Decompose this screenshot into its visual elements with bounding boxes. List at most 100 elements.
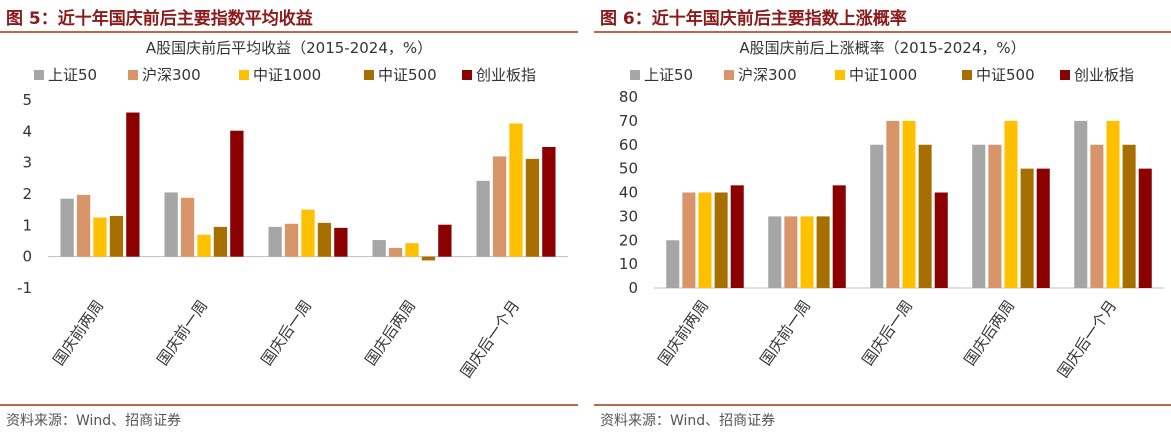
bar	[682, 192, 696, 288]
bar	[284, 223, 299, 257]
bar	[213, 226, 228, 257]
bar	[886, 120, 900, 288]
legend-swatch	[239, 70, 249, 80]
y-tick-label: 30	[619, 207, 638, 225]
bar	[698, 192, 712, 288]
bar	[164, 192, 178, 257]
x-tick-label: 国庆后一周	[859, 297, 917, 369]
bar	[832, 185, 846, 288]
legend-label: 上证50	[644, 66, 693, 84]
y-tick-label: 4	[22, 122, 32, 140]
bar	[109, 215, 124, 257]
bottom-rule	[0, 404, 578, 406]
y-tick-label: 40	[619, 184, 638, 202]
bar	[730, 185, 744, 288]
source-note: 资料来源：Wind、招商证券	[600, 413, 776, 429]
bar	[476, 180, 490, 257]
x-tick-label: 国庆前两周	[655, 297, 713, 369]
bar	[438, 224, 452, 257]
bar	[60, 198, 74, 257]
chart-title: A股国庆前后平均收益（2015-2024，%）	[146, 39, 432, 57]
legend-label: 沪深300	[738, 66, 797, 84]
y-tick-label: 60	[619, 136, 638, 154]
bar	[492, 156, 507, 257]
legend-swatch	[128, 70, 138, 80]
y-tick-label: 20	[619, 231, 638, 249]
legend-label: 上证50	[48, 66, 97, 84]
bar	[405, 243, 419, 257]
bar	[317, 222, 332, 257]
bar	[988, 144, 1002, 288]
y-tick-label: 10	[619, 255, 638, 273]
figure-6-panel: 图 6：近十年国庆前后主要指数上涨概率 A股国庆前后上涨概率（2015-2024…	[594, 0, 1171, 434]
y-tick-label: 3	[22, 154, 32, 172]
bar	[934, 192, 948, 288]
legend-label: 创业板指	[1074, 66, 1134, 84]
legend-swatch	[34, 70, 44, 80]
x-tick-label: 国庆后一个月	[1054, 297, 1120, 381]
y-tick-label: 70	[619, 112, 638, 130]
bar	[1004, 120, 1018, 288]
bar	[768, 216, 782, 288]
bar	[334, 227, 348, 257]
y-tick-label: 80	[619, 88, 638, 106]
legend-swatch	[462, 70, 472, 80]
top-rule	[594, 31, 1171, 33]
legend-swatch	[835, 70, 845, 80]
y-tick-label: 0	[22, 248, 32, 266]
legend-swatch	[630, 70, 640, 80]
bar	[180, 197, 195, 257]
source-note: 资料来源：Wind、招商证券	[6, 413, 182, 429]
y-tick-label: 5	[22, 91, 32, 109]
y-tick-label: 50	[619, 160, 638, 178]
bar	[1036, 168, 1050, 288]
x-tick-label: 国庆后一个月	[457, 297, 523, 381]
legend-label: 中证1000	[849, 66, 917, 84]
bar	[714, 192, 728, 288]
legend-label: 中证500	[976, 66, 1035, 84]
bar	[525, 158, 540, 257]
bar	[509, 123, 523, 257]
bar	[388, 247, 403, 257]
figure-title: 图 6：近十年国庆前后主要指数上涨概率	[600, 9, 907, 29]
figure-title: 图 5：近十年国庆前后主要指数平均收益	[6, 9, 313, 29]
figure-5-panel: 图 5：近十年国庆前后主要指数平均收益 A股国庆前后平均收益（2015-2024…	[0, 0, 578, 434]
bar	[666, 240, 680, 288]
bar	[1020, 168, 1034, 288]
bar	[1074, 120, 1088, 288]
bar	[268, 226, 282, 257]
bar	[918, 144, 932, 288]
bar	[1106, 120, 1120, 288]
x-tick-label: 国庆前两周	[50, 297, 108, 369]
bar	[1138, 168, 1152, 288]
x-tick-label: 国庆后两周	[961, 297, 1019, 369]
y-tick-label: -1	[17, 279, 32, 297]
bar	[816, 216, 830, 288]
legend-swatch	[364, 70, 374, 80]
y-tick-label: 0	[628, 279, 638, 297]
bar	[126, 112, 140, 257]
x-tick-label: 国庆后一周	[258, 297, 316, 369]
y-tick-label: 1	[22, 216, 32, 234]
legend-label: 创业板指	[476, 66, 536, 84]
x-tick-label: 国庆后两周	[362, 297, 420, 369]
bar	[784, 216, 798, 288]
legend-label: 沪深300	[142, 66, 201, 84]
y-tick-label: 2	[22, 185, 32, 203]
bar	[230, 130, 244, 257]
legend-swatch	[724, 70, 734, 80]
legend-swatch	[962, 70, 972, 80]
bar	[76, 194, 91, 257]
bar	[372, 240, 386, 257]
bar	[197, 234, 211, 257]
bar	[1122, 144, 1136, 288]
bar	[93, 217, 107, 257]
legend-label: 中证1000	[253, 66, 321, 84]
average-return-chart: A股国庆前后平均收益（2015-2024，%） 上证50 沪深300 中证1000 中证…	[17, 39, 568, 381]
chart-title: A股国庆前后上涨概率（2015-2024，%）	[739, 39, 1025, 57]
bar	[421, 256, 436, 261]
bar	[542, 147, 556, 257]
x-tick-label: 国庆前一周	[757, 297, 815, 369]
bar	[800, 216, 814, 288]
legend-swatch	[1060, 70, 1070, 80]
